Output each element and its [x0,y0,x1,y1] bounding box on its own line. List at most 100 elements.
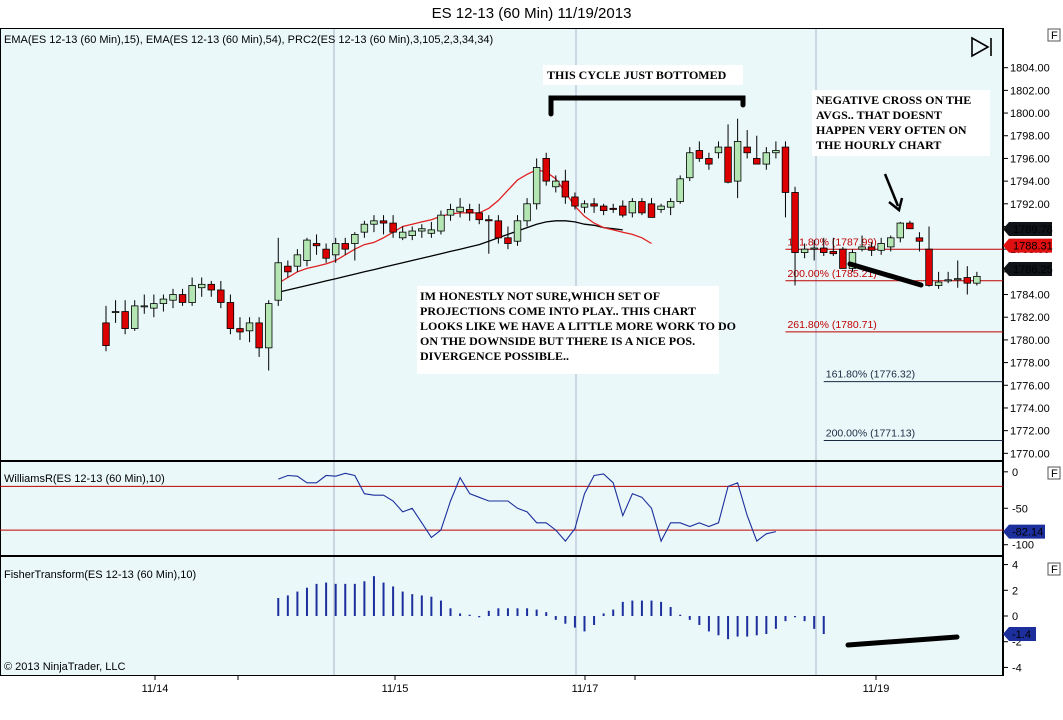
candle-body [159,298,168,305]
price-panel-f-button[interactable]: F [1047,28,1061,42]
candle-body [590,203,598,207]
candle-body [504,237,512,244]
price-badge-label: 1788.31 [1013,241,1053,253]
candle-body [599,205,608,212]
candle-body [676,178,684,202]
williamsr-tick-label: -50 [1012,503,1028,515]
price-tick-label: 1800.00 [1010,108,1050,120]
time-tick-label: 11/14 [142,683,169,695]
candle-body [580,203,589,208]
candle-body [820,247,828,253]
candle-body [111,311,120,313]
candle-body [666,201,675,208]
candle-body [810,247,818,250]
candle-body [963,277,971,284]
price-tick-label: 1804.00 [1010,63,1050,75]
candle-body [379,220,388,224]
fib-projection-levels: 161.80% (1787.99) 200.00% (1785.21) 261.80… [785,236,1003,442]
candle-body [619,205,627,216]
price-tick-label: 1794.00 [1010,176,1050,188]
note-line: AVGS.. THAT DOESNT [816,108,942,122]
window-title: ES 12-13 (60 Min) 11/19/2013 [431,5,632,22]
candle-body [772,150,780,154]
candle-body [944,279,952,282]
candle-body [236,328,244,333]
svg-text:F: F [1051,564,1058,576]
candle-body [743,146,751,154]
candlesticks [102,118,981,371]
candle-body [523,203,531,222]
candle-body [465,209,474,214]
note-line: PROJECTIONS COME INTO PLAY.. THIS CHART [420,304,696,318]
candle-body [312,243,321,247]
cycle-bracket [548,95,746,117]
williamsr-value-label: -82.14 [1012,527,1043,539]
note-line: IM HONESTLY NOT SURE,WHICH SET OF [420,289,660,303]
candle-body [657,205,665,210]
cycle-note-bg [543,65,743,85]
candle-body [762,152,771,165]
candle-body [695,150,704,159]
candle-body [647,203,656,218]
candle-body [906,222,914,230]
candle-body [848,252,857,269]
williamsr-tick-label: -100 [1012,540,1034,552]
fisher-panel-bg [0,557,1003,675]
candle-body [360,223,369,233]
note-line: DIVERGENCE POSSIBLE.. [420,349,569,363]
projection-note-bg [417,286,719,374]
price-badge [1003,221,1052,236]
williamsr-value-badge [1003,524,1045,539]
price-badge-label: 1789.78 [1013,224,1053,236]
candle-body [513,220,522,242]
note-line: NEGATIVE CROSS ON THE [816,93,971,107]
candle-body [370,220,378,225]
price-tick-label: 1772.00 [1010,426,1050,438]
fisher-tick-label: -2 [1012,637,1022,649]
time-tick-label: 11/19 [863,683,890,695]
fisher-panel-f-button[interactable]: F [1047,562,1061,576]
candle-body [245,322,254,332]
candle-body [389,222,397,233]
williamsr-plot: 0 -50 -100-82.14 [0,467,1045,552]
candle-body [791,192,799,253]
candle-body [609,207,617,210]
candle-body [322,248,330,259]
candle-body [427,229,436,234]
price-tick-label: 1776.00 [1010,380,1050,392]
candle-body [753,158,761,165]
svg-text:F: F [1051,30,1058,42]
note-line: LOOKS LIKE WE HAVE A LITTLE MORE WORK TO… [420,319,736,333]
candle-body [437,214,445,232]
candle-body [829,251,838,255]
candle-body [178,294,187,303]
fib-level-label: 161.80% (1776.32) [826,369,915,381]
play-button[interactable] [971,36,992,58]
candle-body [954,278,962,281]
note-line: THE HOURLY CHART [816,138,941,152]
candle-body [887,237,895,248]
candle-body [561,180,570,198]
candle-body [552,180,560,188]
candle-body [896,222,905,239]
candle-body [571,196,579,207]
fib-level-label: 261.80% (1780.71) [787,319,876,331]
candle-body [284,265,292,273]
candle-body [800,248,809,253]
candle-body [140,305,148,308]
price-tick-label: 1782.00 [1010,312,1050,324]
candle-body [781,146,790,193]
candle-body [102,322,110,346]
candle-body [714,146,723,154]
ema-slow-line [278,220,623,293]
price-badge-label: 1786.25 [1013,264,1053,276]
candle-body [255,322,263,349]
candle-body [915,237,924,242]
price-tick-label: 1774.00 [1010,403,1050,415]
williamsr-panel-f-button[interactable]: F [1047,466,1061,480]
fib-level-label: 200.00% (1785.21) [787,268,876,280]
candle-body [485,219,493,222]
cycle-note: THIS CYCLE JUST BOTTOMED [547,68,727,82]
candle-body [293,254,302,267]
